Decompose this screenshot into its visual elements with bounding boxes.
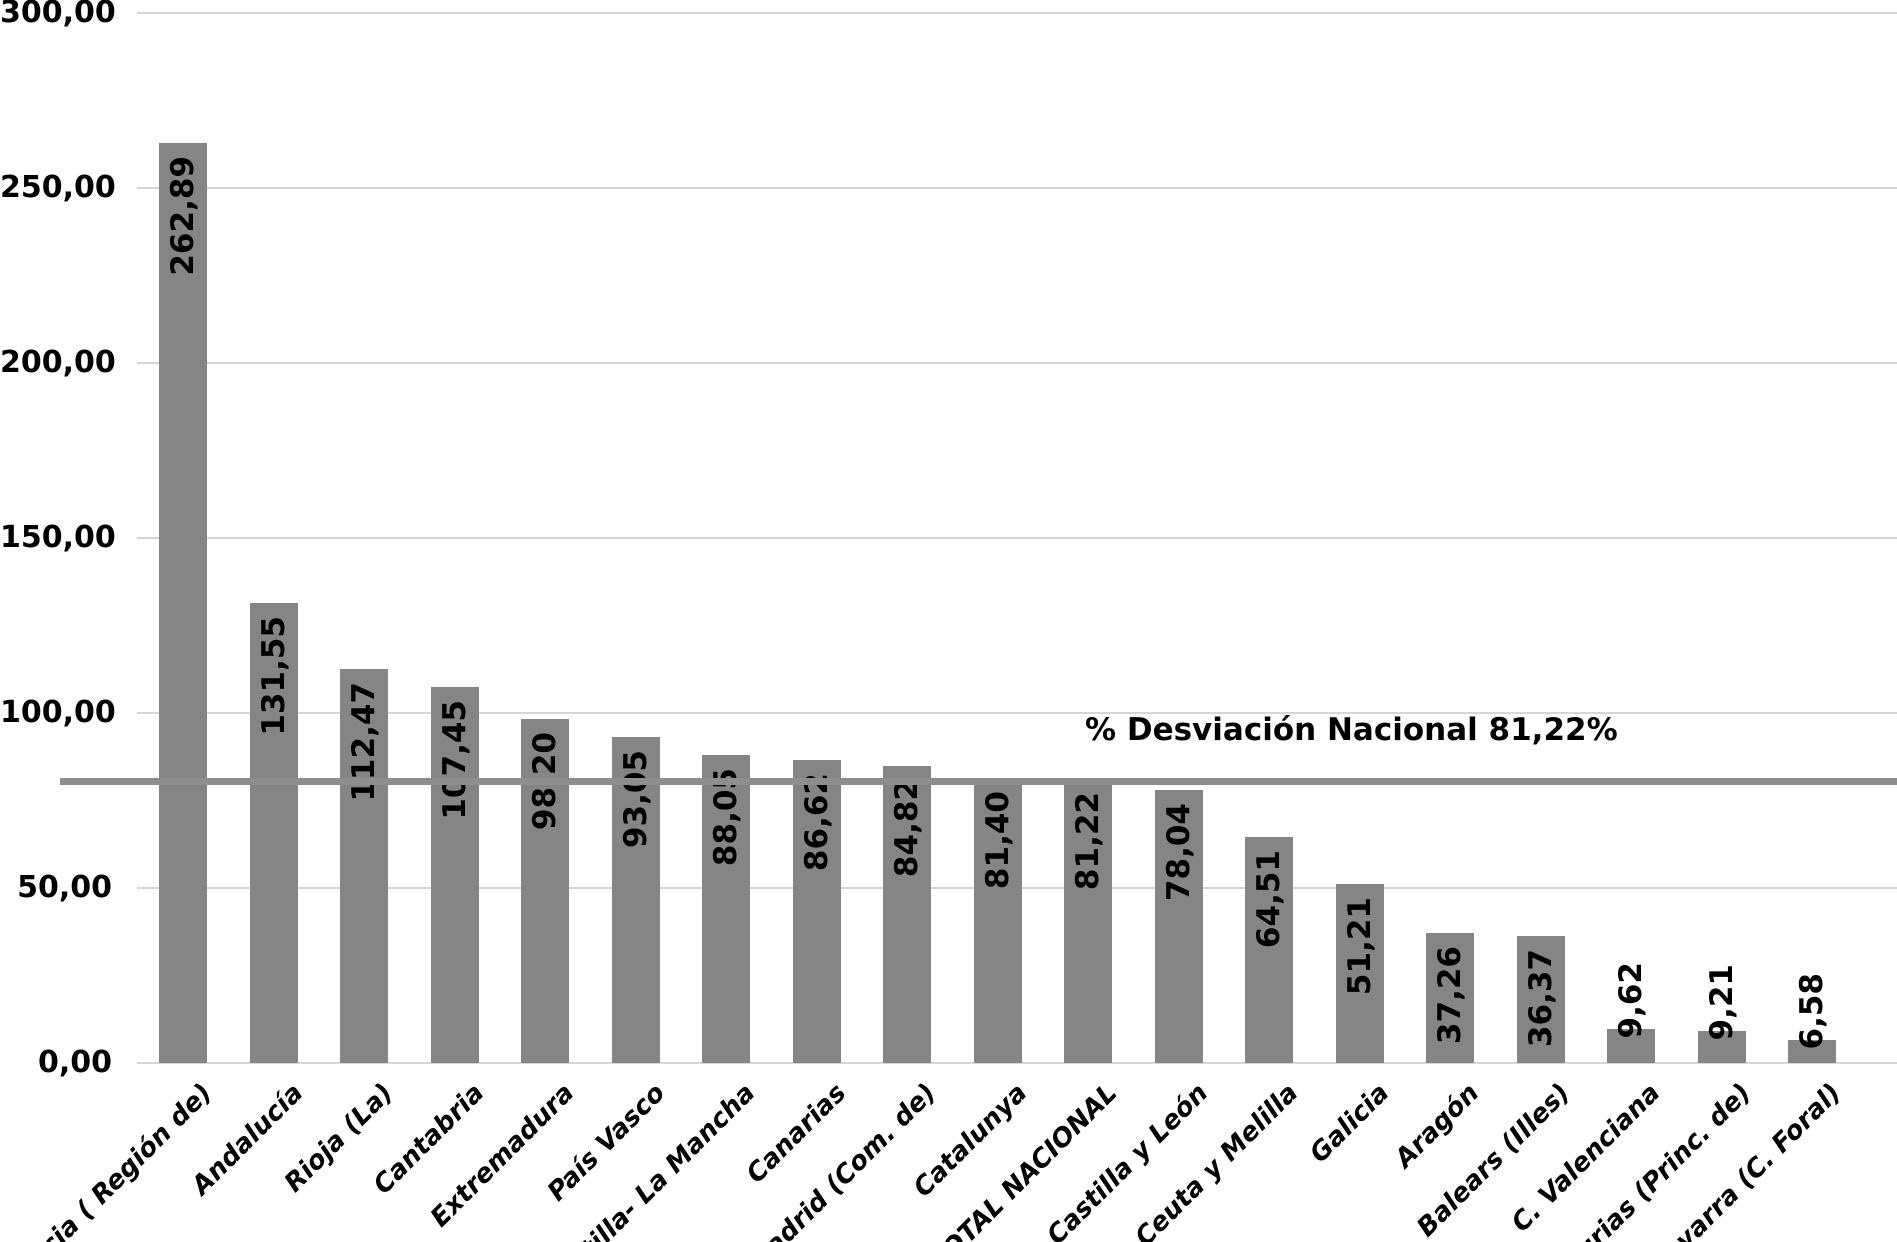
bar-value-label: 86,62 [798, 772, 835, 871]
bar-value-label: 6,58 [1794, 972, 1830, 1050]
bar [1245, 837, 1293, 1063]
gridline [137, 362, 1897, 364]
y-tick-label: 0,00 [37, 1045, 112, 1080]
bar [792, 759, 841, 1063]
bar [1607, 1029, 1655, 1063]
bar-value-label: 81,22 [1070, 791, 1106, 890]
bar [430, 686, 479, 1063]
bar-value-label: 36,37 [1522, 948, 1559, 1047]
gridline [137, 537, 1897, 539]
national-deviation-annotation: % Desviación Nacional 81,22% [1085, 712, 1618, 748]
national-deviation-line [60, 777, 1897, 785]
bar [611, 737, 660, 1063]
bar-value-label: 9,21 [1703, 963, 1740, 1041]
gridline [137, 712, 1897, 714]
gridline [137, 187, 1897, 189]
bar-value-label: 84,82 [889, 779, 925, 878]
y-tick-label: 100,00 [0, 695, 116, 730]
bar [1154, 789, 1203, 1063]
bar-value-label: 107,45 [436, 699, 473, 820]
bar [249, 602, 298, 1063]
bar-value-label: 64,51 [1251, 850, 1287, 949]
bar [883, 766, 931, 1063]
bar [1335, 883, 1384, 1063]
bar [1697, 1030, 1746, 1063]
bar [159, 142, 207, 1063]
bar [1516, 935, 1565, 1063]
y-tick-label: 50,00 [17, 870, 112, 905]
bar [1426, 932, 1474, 1063]
gridline [137, 12, 1897, 14]
bar-value-label: 78,04 [1160, 802, 1197, 901]
bar [1788, 1039, 1836, 1063]
bar [521, 719, 569, 1063]
bar [1064, 778, 1112, 1063]
y-tick-label: 150,00 [0, 520, 116, 555]
y-tick-label: 200,00 [0, 345, 116, 380]
bar-value-label: 9,62 [1613, 962, 1649, 1039]
gridline [137, 1062, 1897, 1064]
bar-value-label: 131,55 [255, 615, 292, 736]
y-tick-label: 250,00 [0, 170, 116, 205]
bar-value-label: 81,40 [979, 791, 1016, 890]
bar [702, 754, 750, 1063]
bar-value-label: 93,05 [617, 750, 654, 849]
bar-value-label: 37,26 [1432, 945, 1468, 1044]
bar-value-label: 51,21 [1341, 896, 1378, 995]
bar [340, 669, 388, 1063]
bar [973, 778, 1022, 1063]
y-tick-label: 300,00 [0, 0, 116, 30]
bar-value-label: 262,89 [165, 155, 201, 276]
